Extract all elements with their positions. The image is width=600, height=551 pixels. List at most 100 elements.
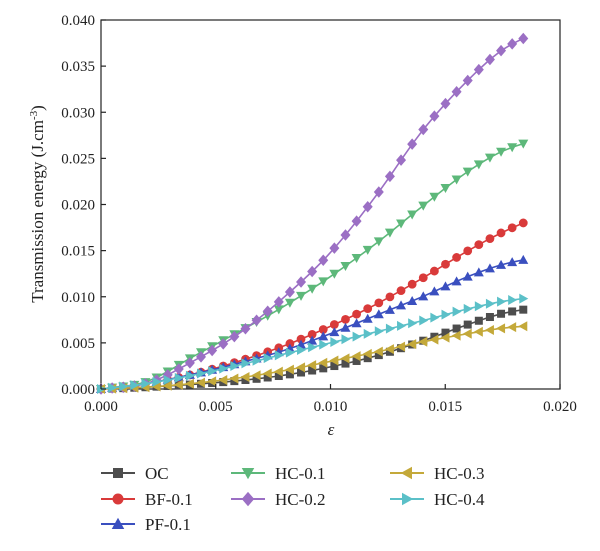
data-point — [384, 304, 395, 314]
data-point — [485, 298, 495, 309]
data-point — [407, 210, 418, 220]
data-point — [452, 324, 461, 333]
data-point — [273, 366, 283, 377]
data-point — [463, 303, 473, 314]
data-point — [397, 320, 407, 331]
data-point — [196, 377, 206, 388]
legend-label: BF-0.1 — [145, 490, 193, 509]
x-tick-label: 0.000 — [84, 399, 118, 415]
data-point — [341, 359, 350, 368]
data-point — [351, 318, 362, 328]
data-point — [462, 271, 473, 281]
data-point — [440, 184, 451, 194]
data-point — [474, 240, 484, 250]
data-point — [430, 312, 440, 323]
data-point — [218, 338, 229, 350]
legend-marker — [112, 493, 124, 505]
legend-item: BF-0.1 — [101, 490, 193, 509]
data-point — [241, 376, 250, 385]
data-point — [273, 296, 284, 308]
data-point — [197, 368, 207, 379]
data-point — [296, 362, 306, 373]
data-point — [396, 219, 407, 229]
data-point — [440, 332, 450, 343]
data-point — [384, 344, 394, 355]
series-hc-0-3 — [96, 321, 528, 394]
data-point — [385, 292, 395, 302]
legend: OC BF-0.1 PF-0.1 HC-0.1 HC-0.2 HC-0.3 HC-0.4 — [101, 464, 485, 534]
data-point — [463, 320, 472, 329]
x-tick-label: 0.015 — [428, 399, 462, 415]
data-point — [330, 362, 339, 371]
data-point — [474, 316, 483, 325]
x-axis-ticks: 0.000 0.005 0.010 0.015 0.020 — [84, 384, 577, 415]
data-point — [384, 170, 395, 183]
data-point — [340, 322, 351, 332]
data-point — [351, 215, 362, 227]
data-point — [340, 353, 350, 364]
data-point — [507, 257, 518, 267]
data-point — [496, 44, 507, 57]
x-tick-label: 0.020 — [543, 399, 577, 415]
data-point — [285, 370, 294, 379]
data-point — [507, 38, 518, 50]
data-point — [518, 139, 529, 149]
data-point — [473, 160, 484, 170]
data-point — [484, 324, 494, 335]
data-point — [296, 334, 306, 344]
data-point — [508, 307, 517, 316]
x-tick-label: 0.005 — [199, 399, 233, 415]
data-point — [340, 262, 351, 272]
legend-label: OC — [145, 464, 169, 483]
data-point — [441, 309, 451, 320]
data-point — [507, 143, 518, 153]
data-point — [351, 254, 362, 264]
data-point — [451, 175, 462, 185]
data-point — [185, 370, 195, 381]
legend-marker — [400, 466, 412, 480]
data-point — [297, 344, 307, 355]
y-tick-label: 0.030 — [61, 105, 95, 121]
data-point — [319, 364, 328, 373]
y-axis-title-text: Transmission energy (J.cm — [28, 120, 47, 303]
data-point — [484, 153, 495, 163]
data-point — [473, 63, 484, 76]
data-point — [351, 351, 361, 362]
data-point — [251, 314, 262, 327]
legend-item: HC-0.3 — [390, 464, 485, 483]
data-point — [373, 186, 384, 198]
data-point — [141, 378, 151, 389]
data-point — [507, 223, 517, 233]
data-point — [373, 237, 384, 247]
data-point — [151, 381, 161, 392]
y-axis-title-close: ) — [28, 105, 47, 111]
data-point — [385, 323, 395, 334]
x-axis-title: ε — [328, 420, 335, 439]
legend-label: HC-0.3 — [434, 464, 485, 483]
data-point — [229, 373, 239, 384]
data-point — [519, 305, 528, 314]
y-tick-label: 0.025 — [61, 151, 95, 167]
data-point — [462, 328, 472, 339]
data-point — [108, 382, 118, 393]
legend-marker — [241, 468, 255, 480]
data-point — [308, 342, 318, 353]
legend-label: HC-0.4 — [434, 490, 485, 509]
data-point — [184, 378, 194, 389]
data-point — [429, 334, 439, 345]
y-axis-title: Transmission energy (J.cm-3) — [28, 105, 47, 303]
legend-label: HC-0.2 — [275, 490, 326, 509]
data-point — [318, 331, 329, 341]
data-point — [307, 284, 318, 294]
data-point — [340, 229, 351, 241]
data-point — [196, 351, 207, 363]
data-point — [362, 348, 372, 359]
y-tick-label: 0.015 — [61, 244, 95, 260]
data-point — [318, 254, 329, 267]
y-tick-label: 0.035 — [61, 59, 95, 75]
data-point — [474, 301, 484, 312]
series-layer — [96, 32, 529, 395]
data-point — [362, 245, 373, 255]
data-point — [407, 339, 417, 350]
data-point — [518, 321, 528, 332]
